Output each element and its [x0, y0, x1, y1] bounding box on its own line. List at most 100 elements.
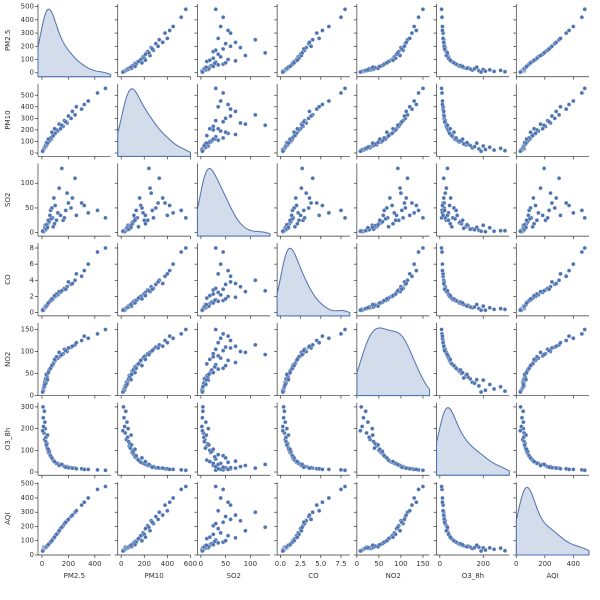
scatter-point: [483, 229, 488, 234]
scatter-point: [139, 60, 145, 65]
scatter-point: [49, 130, 55, 135]
y-tick-label: 300: [21, 508, 34, 516]
scatter-point: [155, 345, 161, 351]
scatter-point: [416, 15, 421, 20]
panel: [194, 322, 271, 399]
scatter-point: [206, 372, 211, 377]
scatter-point: [519, 424, 524, 429]
scatter-point: [204, 361, 209, 366]
scatter-point: [203, 419, 208, 425]
scatter-point: [207, 126, 212, 131]
scatter-point: [295, 58, 300, 63]
scatter-point: [283, 419, 288, 425]
scatter-point: [40, 548, 45, 554]
scatter-point: [409, 200, 415, 206]
scatter-point: [82, 467, 87, 472]
scatter-point: [342, 86, 348, 91]
panel: [274, 402, 350, 479]
scatter-point: [128, 225, 134, 230]
scatter-point: [134, 366, 139, 371]
y-tick-label: 300: [21, 403, 34, 411]
scatter-point: [478, 548, 484, 554]
scatter-point: [62, 215, 67, 220]
scatter-point: [460, 370, 465, 375]
scatter-point: [41, 424, 46, 429]
scatter-point: [233, 465, 238, 471]
scatter-point: [326, 210, 332, 216]
scatter-point: [280, 548, 285, 554]
scatter-point: [301, 208, 306, 213]
scatter-point: [549, 345, 555, 351]
scatter-point: [498, 228, 503, 233]
scatter-point: [211, 354, 216, 359]
scatter-point: [441, 40, 446, 45]
scatter-point: [571, 467, 576, 472]
x-tick-label: 50: [374, 560, 383, 568]
scatter-point: [441, 195, 446, 201]
scatter-point: [498, 384, 503, 389]
scatter-point: [558, 340, 563, 345]
scatter-point: [571, 98, 576, 104]
x-axis-label: AQI: [547, 572, 559, 580]
scatter-point: [307, 344, 312, 349]
x-tick-label: 100: [394, 560, 407, 568]
scatter-point: [64, 190, 70, 196]
scatter-point: [253, 278, 258, 283]
scatter-point: [487, 545, 492, 551]
scatter-point: [95, 208, 100, 213]
scatter-point: [45, 377, 50, 382]
scatter-point: [165, 508, 170, 513]
scatter-point: [566, 467, 572, 472]
scatter-point: [538, 463, 543, 468]
scatter-point: [233, 360, 238, 365]
x-tick-label: 0: [40, 560, 44, 568]
scatter-point: [483, 547, 488, 553]
scatter-point: [390, 459, 396, 464]
scatter-point: [211, 64, 216, 69]
scatter-point: [211, 461, 216, 466]
scatter-point: [128, 302, 134, 307]
scatter-point: [390, 535, 396, 540]
scatter-point: [440, 213, 446, 218]
scatter-point: [361, 415, 366, 420]
scatter-point: [162, 30, 168, 36]
scatter-point: [66, 345, 71, 351]
scatter-point: [307, 512, 312, 518]
scatter-point: [300, 352, 305, 357]
scatter-point: [146, 166, 152, 171]
scatter-point: [55, 210, 60, 216]
scatter-point: [445, 352, 450, 357]
scatter-point: [179, 487, 184, 492]
scatter-point: [441, 109, 446, 114]
x-tick-label: 0: [514, 560, 518, 568]
scatter-point: [451, 205, 457, 211]
panel: [433, 322, 510, 399]
scatter-point: [207, 535, 212, 540]
scatter-point: [225, 57, 231, 62]
scatter-point: [478, 229, 484, 234]
x-tick-label: 7.5: [335, 560, 346, 568]
scatter-point: [411, 98, 417, 104]
scatter-point: [124, 419, 130, 425]
panel: 0 50 100 150 NO2: [4, 322, 111, 400]
scatter-point: [132, 300, 138, 306]
y-tick-label: 400: [21, 16, 34, 24]
scatter-point: [308, 44, 314, 49]
scatter-point: [223, 60, 228, 65]
scatter-point: [223, 130, 228, 135]
scatter-point: [370, 65, 375, 70]
scatter-point: [308, 113, 314, 119]
scatter-point: [395, 462, 400, 467]
y-tick-label: 500: [21, 91, 34, 99]
scatter-point: [397, 186, 403, 191]
scatter-point: [320, 333, 325, 339]
scatter-point: [213, 286, 218, 291]
scatter-point: [212, 454, 217, 459]
scatter-point: [358, 428, 363, 433]
scatter-point: [420, 468, 426, 473]
scatter-point: [554, 109, 559, 114]
scatter-point: [541, 288, 547, 293]
scatter-point: [287, 64, 293, 69]
scatter-point: [129, 372, 134, 377]
